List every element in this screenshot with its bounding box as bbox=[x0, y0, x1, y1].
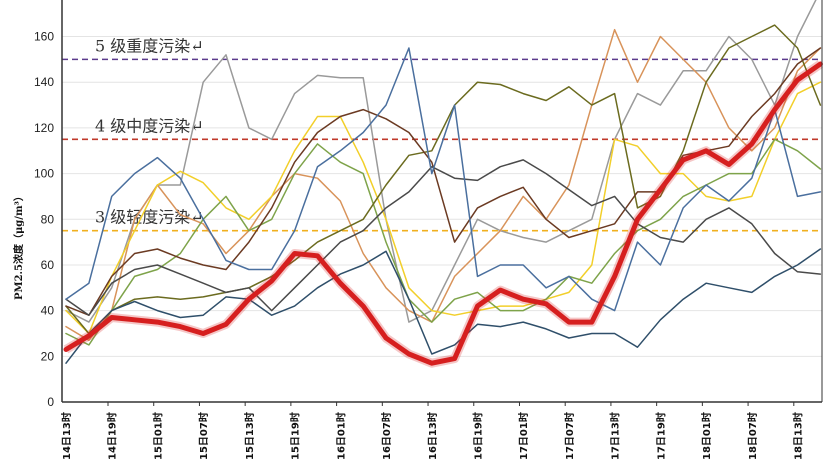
axes bbox=[61, 0, 823, 403]
x-tick-label: 17日19时 bbox=[654, 412, 667, 460]
series-line-6 bbox=[65, 159, 822, 316]
reference-line-label: 4 级中度污染↵ bbox=[95, 116, 204, 135]
x-tick-label: 17日07时 bbox=[563, 412, 576, 460]
x-tick-label: 18日07时 bbox=[746, 412, 759, 460]
gridlines bbox=[62, 36, 822, 357]
x-tick-label: 14日13时 bbox=[60, 412, 73, 460]
y-axis-label: PM2.5浓度（μg/m³） bbox=[12, 191, 25, 300]
y-tick-label: 40 bbox=[41, 304, 55, 318]
y-tick-label: 60 bbox=[41, 258, 55, 272]
series-line-2 bbox=[65, 81, 822, 335]
series-line-5 bbox=[65, 47, 822, 316]
x-tick-label: 16日07时 bbox=[380, 412, 393, 460]
x-tick-label: 15日19时 bbox=[289, 412, 302, 460]
series-line-1 bbox=[65, 28, 822, 342]
y-tick-label: 80 bbox=[41, 212, 55, 226]
x-tick-label: 16日13时 bbox=[426, 412, 439, 460]
series-line-3 bbox=[65, 138, 822, 346]
x-tick-label: 14日19时 bbox=[106, 412, 119, 460]
x-tick-label: 15日13时 bbox=[243, 412, 256, 460]
y-tick-label: 140 bbox=[34, 75, 54, 89]
series-line-7 bbox=[65, 47, 822, 312]
x-tick-label: 15日01时 bbox=[151, 412, 164, 460]
y-tick-label: 120 bbox=[34, 121, 54, 135]
x-tick-label: 15日07时 bbox=[197, 412, 210, 460]
reference-lines: 5 级重度污染↵ 4 级中度污染↵ 3 级轻度污染↵ bbox=[62, 36, 822, 232]
series-line-8 bbox=[65, 248, 822, 364]
x-tick-labels: 14日13时 14日19时 15日01时 15日07时 15日13时 15日19时 16日0… bbox=[60, 402, 805, 460]
x-tick-label: 16日19时 bbox=[471, 412, 484, 460]
y-tick-label: 20 bbox=[41, 349, 55, 363]
series-lines bbox=[63, 0, 823, 368]
series-line-4 bbox=[65, 24, 822, 335]
y-tick-labels: 0 20 40 60 80 100 120 140 160 bbox=[34, 30, 54, 409]
y-tick-label: 160 bbox=[34, 30, 54, 44]
x-tick-label: 17日01时 bbox=[517, 412, 530, 460]
x-tick-label: 17日13时 bbox=[609, 412, 622, 460]
y-tick-label: 100 bbox=[34, 167, 54, 181]
x-tick-label: 18日13时 bbox=[792, 412, 805, 460]
reference-line-label: 5 级重度污染↵ bbox=[95, 36, 204, 55]
reference-line-label: 3 级轻度污染↵ bbox=[95, 208, 204, 227]
x-tick-label: 18日01时 bbox=[700, 412, 713, 460]
y-tick-label: 0 bbox=[47, 395, 54, 409]
x-tick-label: 16日01时 bbox=[334, 412, 347, 460]
series-line-9 bbox=[63, 61, 823, 366]
